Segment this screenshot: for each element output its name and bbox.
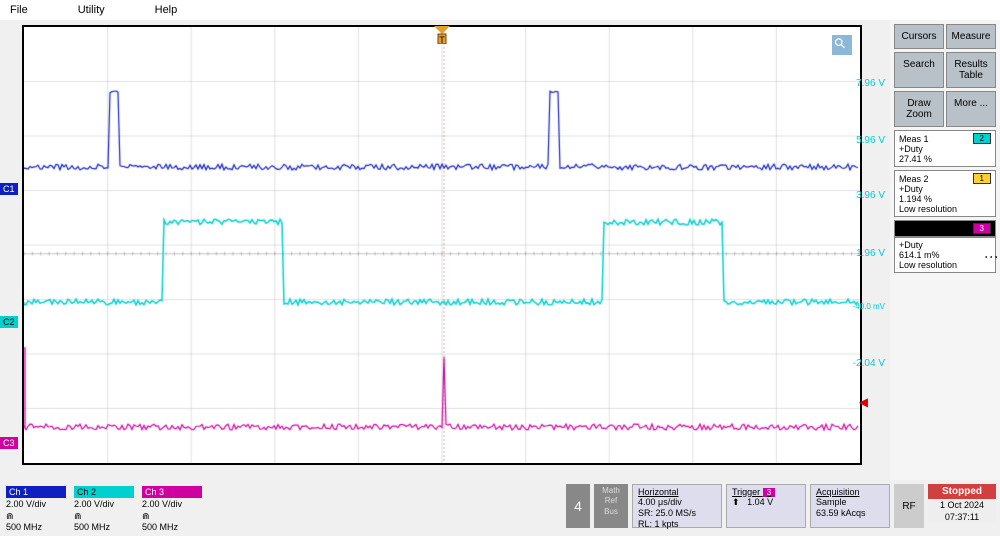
meas-type: +Duty <box>899 144 991 154</box>
meas-type: +Duty <box>899 184 991 194</box>
expand-handle-icon[interactable]: ⋮ <box>984 250 1000 264</box>
run-state: Stopped <box>928 484 996 499</box>
meas-channel-badge: 1 <box>973 173 991 184</box>
channel-4-button[interactable]: 4 <box>566 484 590 528</box>
meas-value: 27.41 % <box>899 154 991 164</box>
meas-note: Low resolution <box>899 260 991 270</box>
bottom-toolbar: Ch 1 2.00 V/div ⋒ 500 MHz Ch 2 2.00 V/di… <box>0 480 1000 536</box>
more-button[interactable]: More ... <box>946 91 996 127</box>
time: 07:37:11 <box>928 511 996 523</box>
zoom-icon[interactable] <box>832 35 852 55</box>
y-axis-label: 5.96 V <box>856 135 885 146</box>
meas-channel-badge: 2 <box>973 133 991 144</box>
ch-bandwidth: 500 MHz <box>74 522 134 534</box>
trigger-level-marker[interactable]: ◀ <box>859 395 868 409</box>
ch-bandwidth: 500 MHz <box>6 522 66 534</box>
rf-button[interactable]: RF <box>894 484 924 528</box>
ch-header: Ch 3 <box>142 486 202 498</box>
date: 1 Oct 2024 <box>928 499 996 511</box>
search-button[interactable]: Search <box>894 52 944 88</box>
menu-bar: File Utility Help <box>0 0 1000 20</box>
results-table-button[interactable]: Results Table <box>946 52 996 88</box>
meas-value: 614.1 m% <box>899 250 991 260</box>
draw-zoom-button[interactable]: Draw Zoom <box>894 91 944 127</box>
meas-title: Meas 1 <box>899 134 929 144</box>
svg-text:T: T <box>439 35 445 44</box>
channel-3-marker[interactable]: C3 <box>0 437 18 449</box>
trigger-source-badge: 3 <box>763 488 775 497</box>
acquisition-info[interactable]: Acquisition Sample 63.59 kAcqs <box>810 484 890 528</box>
menu-file[interactable]: File <box>10 4 28 16</box>
trigger-info[interactable]: Trigger 3 ⬆ 1.04 V <box>726 484 806 528</box>
waveform-display[interactable]: T ◀ <box>22 25 862 465</box>
y-axis-label: 7.96 V <box>856 78 885 89</box>
record-length: RL: 1 kpts <box>638 519 716 530</box>
coupling-icon: ⋒ <box>142 511 202 523</box>
info-title: Horizontal <box>638 487 716 497</box>
horizontal-info[interactable]: Horizontal 4.00 μs/div SR: 25.0 MS/s RL:… <box>632 484 722 528</box>
meas-title: Meas 2 <box>899 174 929 184</box>
y-axis-label: -2.04 V <box>853 358 885 369</box>
meas-value: 1.194 % <box>899 194 991 204</box>
acq-count: 63.59 kAcqs <box>816 508 884 519</box>
math-ref-bus-button[interactable]: Math Ref Bus <box>594 484 628 528</box>
ch-scale: 2.00 V/div <box>6 499 66 511</box>
channel-2-marker[interactable]: C2 <box>0 316 18 328</box>
run-status[interactable]: Stopped 1 Oct 2024 07:37:11 <box>928 484 996 523</box>
menu-utility[interactable]: Utility <box>78 4 105 16</box>
measurement-panel: Cursors Measure Search Results Table Dra… <box>890 20 1000 480</box>
ch-header: Ch 2 <box>74 486 134 498</box>
channel-1-marker[interactable]: C1 <box>0 183 18 195</box>
scope-area: C1 ISR1 C2 ISR2 C3 ISR3 T ◀ 7.96 V 5.96 … <box>0 20 890 480</box>
y-axis-label: 1.96 V <box>856 248 885 259</box>
y-axis-label: 3.96 V <box>856 190 885 201</box>
menu-help[interactable]: Help <box>155 4 178 16</box>
measurement-2[interactable]: Meas 2 1 +Duty 1.194 % Low resolution <box>894 170 996 217</box>
ch-header: Ch 1 <box>6 486 66 498</box>
timebase: 4.00 μs/div <box>638 497 716 508</box>
meas-channel-badge: 3 <box>973 223 991 234</box>
trigger-edge-icon: ⬆ 1.04 V <box>732 497 800 508</box>
sample-rate: SR: 25.0 MS/s <box>638 508 716 519</box>
measurement-1[interactable]: Meas 1 2 +Duty 27.41 % <box>894 130 996 167</box>
measure-button[interactable]: Measure <box>946 24 996 49</box>
meas-note: Low resolution <box>899 204 991 214</box>
ch-bandwidth: 500 MHz <box>142 522 202 534</box>
channel-1-info[interactable]: Ch 1 2.00 V/div ⋒ 500 MHz <box>4 484 68 536</box>
trigger-position-marker[interactable]: T <box>434 26 450 49</box>
coupling-icon: ⋒ <box>74 511 134 523</box>
acq-mode: Sample <box>816 497 884 508</box>
info-title: Trigger 3 <box>732 487 800 497</box>
meas-type: +Duty <box>899 240 991 250</box>
ch-scale: 2.00 V/div <box>142 499 202 511</box>
coupling-icon: ⋒ <box>6 511 66 523</box>
measurement-3-header[interactable]: 3 <box>894 220 996 237</box>
ch-scale: 2.00 V/div <box>74 499 134 511</box>
channel-2-info[interactable]: Ch 2 2.00 V/div ⋒ 500 MHz <box>72 484 136 536</box>
cursors-button[interactable]: Cursors <box>894 24 944 49</box>
y-axis-label: -40.0 mV <box>853 302 885 311</box>
measurement-3[interactable]: +Duty 614.1 m% Low resolution <box>894 237 996 273</box>
channel-3-info[interactable]: Ch 3 2.00 V/div ⋒ 500 MHz <box>140 484 204 536</box>
info-title: Acquisition <box>816 487 884 497</box>
